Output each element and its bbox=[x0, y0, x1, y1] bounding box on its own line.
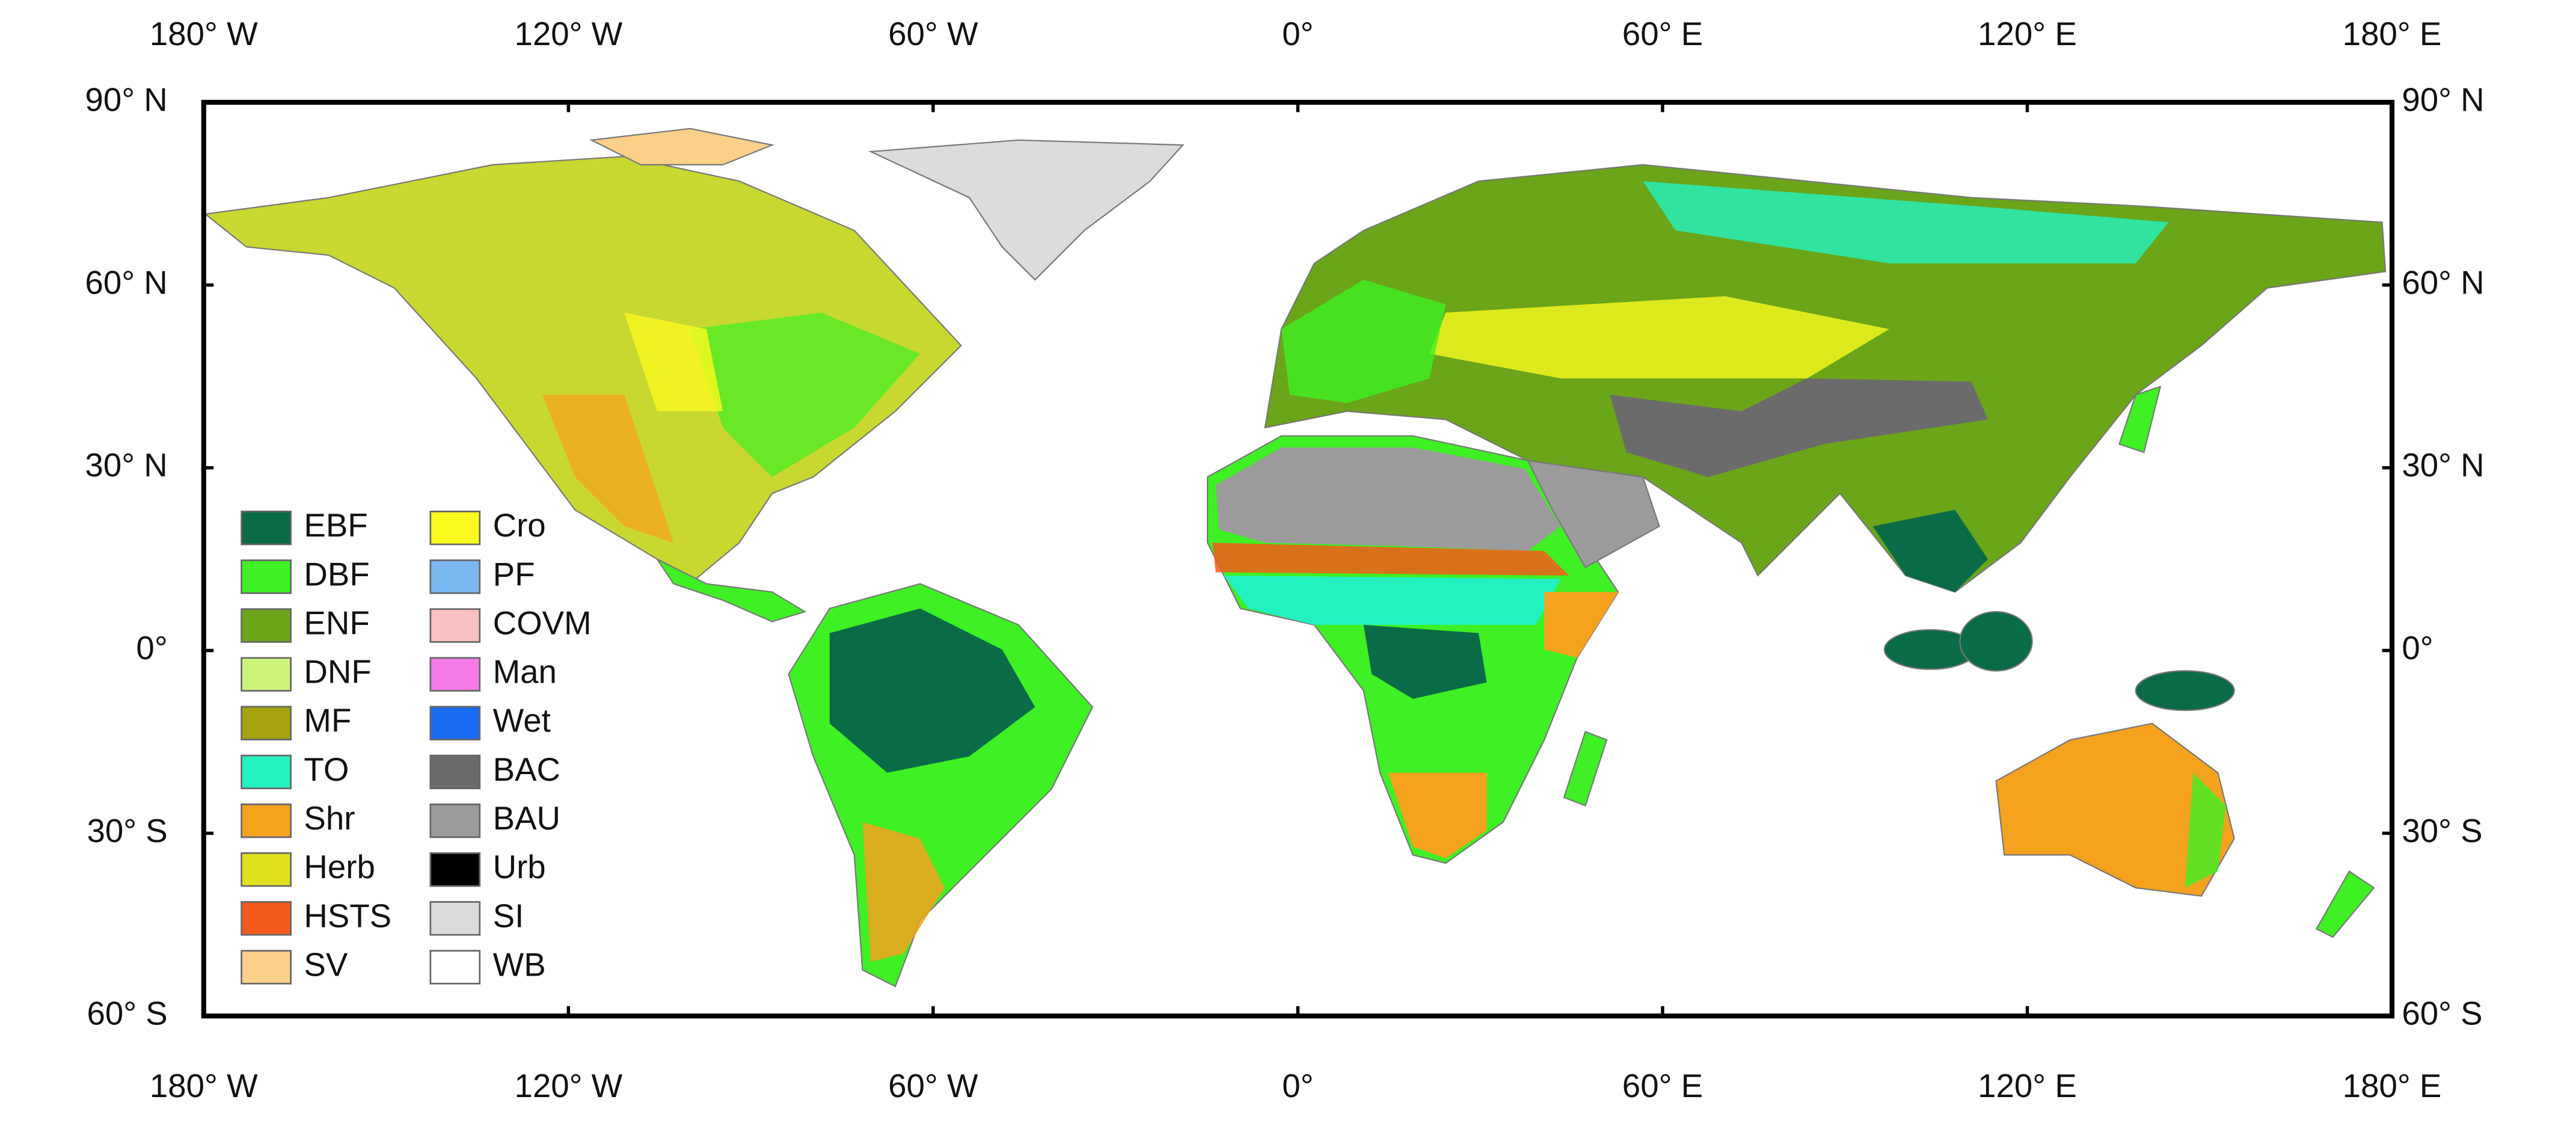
sa-south bbox=[862, 822, 945, 962]
congo bbox=[1363, 624, 1487, 699]
madagascar bbox=[1563, 731, 1608, 807]
steppe bbox=[1429, 296, 1889, 379]
lat-label-right: 30° N bbox=[2402, 447, 2484, 484]
land-areas bbox=[203, 128, 2387, 988]
lon-label-top: 0° bbox=[1282, 16, 1313, 52]
aus-east bbox=[2185, 772, 2227, 888]
legend-label: DBF bbox=[304, 556, 369, 592]
legend-label: DNF bbox=[304, 654, 371, 690]
arctic-islands bbox=[589, 128, 774, 165]
lon-label-top: 120° E bbox=[1978, 16, 2077, 52]
sahel bbox=[1212, 543, 1569, 576]
legend-swatch bbox=[241, 950, 292, 985]
lat-label-right: 30° S bbox=[2402, 813, 2482, 849]
legend-label: ENF bbox=[304, 604, 369, 641]
arabia bbox=[1526, 460, 1660, 568]
lon-label-top: 60° W bbox=[888, 16, 978, 52]
legend-swatch bbox=[429, 559, 481, 594]
legend-swatch bbox=[429, 657, 481, 692]
japan bbox=[2118, 386, 2162, 454]
new-guinea bbox=[2135, 670, 2235, 712]
labels: 180° W 180° W 120° W 120° W 60° W 60° W 0° 0° 60… bbox=[85, 16, 2484, 1104]
lon-label-bottom: 60° W bbox=[888, 1068, 978, 1104]
legend-label: COVM bbox=[493, 604, 592, 641]
lon-label-bottom: 120° E bbox=[1978, 1068, 2077, 1104]
lat-label-left: 60° N bbox=[85, 264, 167, 301]
legend-swatch bbox=[429, 706, 481, 740]
legend-swatch bbox=[429, 511, 481, 546]
legend-swatch bbox=[429, 754, 481, 790]
legend-swatch bbox=[241, 803, 292, 838]
legend-label: Urb bbox=[493, 849, 546, 885]
legend-swatch bbox=[241, 608, 292, 643]
african-savanna bbox=[1224, 575, 1561, 625]
legend-swatch bbox=[429, 852, 481, 887]
na-forest bbox=[690, 312, 920, 477]
legend-swatch bbox=[429, 803, 481, 838]
lon-label-top: 120° W bbox=[514, 16, 622, 52]
legend-label: Wet bbox=[493, 703, 551, 739]
lat-label-right: 0° bbox=[2402, 630, 2433, 666]
legend-label: EBF bbox=[304, 507, 367, 544]
legend-swatch bbox=[241, 657, 292, 692]
central-america bbox=[655, 557, 807, 623]
siberia-tundra bbox=[1643, 181, 2169, 263]
europe bbox=[1281, 280, 1446, 404]
sahara bbox=[1215, 447, 1561, 551]
lon-label-bottom: 180° E bbox=[2343, 1068, 2442, 1104]
lat-label-left: 60° S bbox=[87, 995, 167, 1032]
lon-label-top: 60° E bbox=[1622, 16, 1703, 52]
lat-label-right: 60° S bbox=[2402, 995, 2482, 1032]
horn bbox=[1544, 592, 1619, 658]
amazon bbox=[829, 608, 1035, 773]
legend-label: Man bbox=[493, 654, 557, 690]
lon-label-top: 180° W bbox=[150, 16, 258, 52]
legend-swatch bbox=[241, 511, 292, 546]
legend-swatch bbox=[429, 950, 481, 985]
lat-label-left: 30° S bbox=[87, 813, 167, 849]
lon-label-top: 180° E bbox=[2343, 16, 2442, 52]
lat-label-right: 60° N bbox=[2402, 264, 2484, 301]
lon-label-bottom: 0° bbox=[1282, 1068, 1313, 1104]
legend-label: MF bbox=[304, 703, 351, 739]
legend: EBF DBF ENF DNF MF TO Shr Herb HSTS SV Cro PF COVM Ma… bbox=[241, 507, 592, 985]
legend-swatch bbox=[429, 608, 481, 643]
legend-label: Cro bbox=[493, 507, 546, 544]
na-crop bbox=[624, 312, 723, 411]
legend-label: TO bbox=[304, 751, 349, 788]
lat-label-left: 30° N bbox=[85, 447, 167, 484]
legend-swatch bbox=[241, 559, 292, 594]
legend-swatch bbox=[241, 754, 292, 790]
legend-label: SV bbox=[304, 946, 348, 983]
legend-label: PF bbox=[493, 556, 535, 592]
legend-label: Herb bbox=[304, 849, 375, 885]
legend-label: WB bbox=[493, 946, 546, 983]
central-asian-deserts bbox=[1610, 378, 1988, 477]
borneo bbox=[1959, 611, 2033, 672]
legend-swatch bbox=[241, 901, 292, 936]
legend-label: BAU bbox=[493, 800, 560, 837]
na-shrub bbox=[542, 395, 674, 543]
lon-label-bottom: 180° W bbox=[150, 1068, 258, 1104]
legend-swatch bbox=[241, 852, 292, 887]
legend-label: SI bbox=[493, 897, 524, 934]
lat-label-left: 90° N bbox=[85, 82, 167, 118]
greenland bbox=[868, 139, 1185, 281]
kalahari bbox=[1388, 772, 1487, 858]
legend-label: HSTS bbox=[304, 897, 391, 934]
legend-swatch bbox=[241, 706, 292, 740]
lat-label-right: 90° N bbox=[2402, 82, 2484, 118]
legend-label: Shr bbox=[304, 800, 355, 837]
legend-swatch bbox=[429, 901, 481, 936]
new-zealand bbox=[2315, 870, 2375, 938]
lon-label-bottom: 120° W bbox=[514, 1068, 622, 1104]
lat-label-left: 0° bbox=[136, 630, 167, 666]
se-asia bbox=[1872, 509, 1988, 592]
legend-label: BAC bbox=[493, 751, 560, 788]
lon-label-bottom: 60° E bbox=[1622, 1068, 1703, 1104]
